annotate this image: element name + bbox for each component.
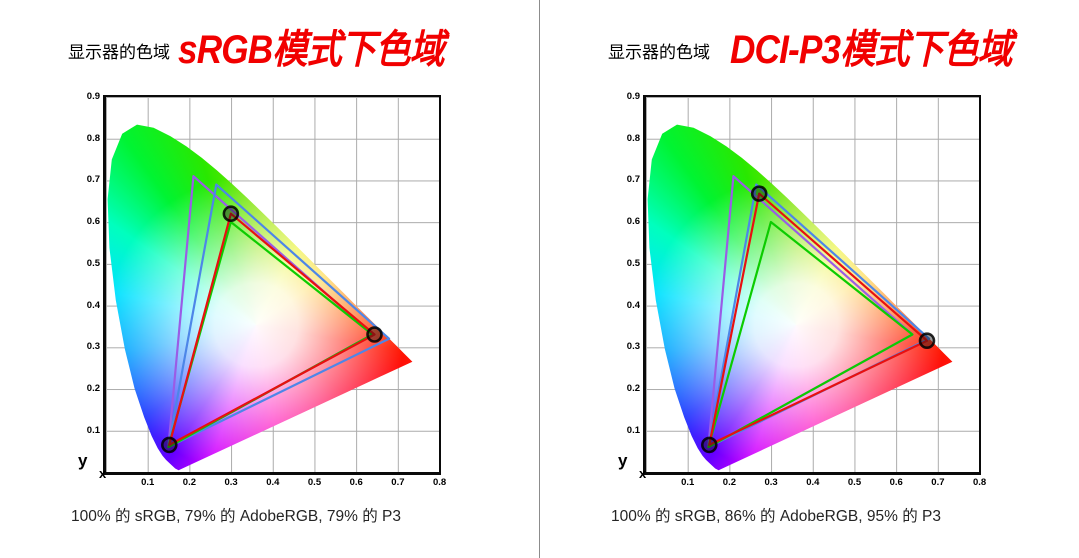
gamut-triangle-dci-p3 bbox=[167, 183, 391, 449]
y-axis-tick: 0.8 bbox=[86, 132, 100, 144]
panel-divider bbox=[539, 0, 540, 558]
panel-dcip3-mode: 显示器的色域 DCI-P3模式下色域 0.1 0.2 0.3 0.4 0.5 0.6 0.7… bbox=[540, 0, 1079, 558]
panel-srgb-mode: 显示器的色域 sRGB模式下色域 0.1 0.2 0.3 0.4 0.5 0.6 0.7 0.… bbox=[0, 0, 539, 558]
x-axis-tick: 0.5 bbox=[847, 477, 862, 489]
primary-marker bbox=[366, 326, 383, 343]
primary-marker bbox=[918, 332, 936, 349]
x-axis-tick: 0.2 bbox=[182, 477, 196, 489]
x-axis-tick: 0.4 bbox=[806, 477, 820, 489]
x-axis-tick: 0.7 bbox=[391, 477, 405, 489]
y-axis-tick: 0.2 bbox=[626, 382, 640, 394]
coverage-caption-srgb: 100% 的 sRGB, 79% 的 AdobeRGB, 79% 的 P3 bbox=[71, 508, 401, 525]
y-axis-tick: 0.9 bbox=[86, 91, 100, 102]
y-axis-label: y bbox=[618, 451, 628, 470]
y-axis-tick: 0.7 bbox=[86, 174, 100, 186]
gamut-triangles-overlay bbox=[161, 175, 391, 454]
x-axis-tick: 0.3 bbox=[224, 477, 238, 489]
gamut-triangles-overlay bbox=[701, 175, 936, 454]
mode-title-srgb: sRGB模式下色域 bbox=[178, 28, 445, 72]
primary-marker bbox=[750, 185, 768, 202]
y-axis-tick: 0.1 bbox=[86, 424, 100, 436]
x-axis-label: x bbox=[99, 466, 107, 481]
x-axis-tick: 0.8 bbox=[432, 477, 447, 489]
x-axis-tick: 0.1 bbox=[141, 477, 155, 489]
y-axis-tick: 0.3 bbox=[626, 341, 640, 353]
primary-marker bbox=[701, 436, 718, 454]
y-axis-tick: 0.7 bbox=[626, 174, 640, 186]
primary-marker bbox=[222, 205, 240, 223]
x-axis-tick: 0.6 bbox=[349, 477, 363, 489]
x-axis-tick: 0.2 bbox=[722, 477, 736, 489]
y-axis-tick: 0.1 bbox=[626, 424, 640, 436]
y-axis-tick: 0.9 bbox=[626, 91, 640, 102]
gamut-triangle-display bbox=[708, 192, 929, 447]
x-axis-label: x bbox=[639, 466, 647, 481]
y-axis-tick: 0.5 bbox=[626, 257, 640, 269]
gamut-triangle-display bbox=[168, 212, 376, 447]
chromaticity-chart-srgb: 0.1 0.2 0.3 0.4 0.5 0.6 0.7 0.8 0.1 0.2 0.3 0.4 0.5 0… bbox=[87, 92, 446, 488]
x-axis-tick: 0.1 bbox=[681, 477, 695, 489]
x-axis-tick: 0.6 bbox=[889, 477, 903, 489]
y-axis-tick: 0.8 bbox=[626, 132, 640, 144]
y-axis-label: y bbox=[78, 451, 88, 470]
y-axis-tick: 0.4 bbox=[86, 299, 100, 311]
panel-label: 显示器的色域 bbox=[608, 43, 710, 62]
gamut-triangle-srgb bbox=[707, 220, 914, 449]
y-axis-tick: 0.6 bbox=[86, 216, 100, 228]
x-axis-tick: 0.5 bbox=[307, 477, 322, 489]
x-axis-tick: 0.3 bbox=[764, 477, 778, 489]
y-axis-tick: 0.2 bbox=[86, 382, 100, 394]
mode-title-dcip3: DCI-P3模式下色域 bbox=[730, 28, 1013, 72]
primary-marker bbox=[161, 436, 178, 454]
gamut-triangle-dci-p3 bbox=[707, 183, 931, 449]
x-axis-tick: 0.8 bbox=[972, 477, 987, 489]
y-axis-tick: 0.5 bbox=[86, 257, 100, 269]
x-axis-tick: 0.7 bbox=[931, 477, 945, 489]
y-axis-tick: 0.4 bbox=[626, 299, 640, 311]
panel-label: 显示器的色域 bbox=[68, 43, 170, 62]
y-axis-tick: 0.3 bbox=[86, 341, 100, 353]
chromaticity-chart-dcip3: 0.1 0.2 0.3 0.4 0.5 0.6 0.7 0.8 0.1 0.2 0.3 0.4 0.5 0… bbox=[627, 92, 986, 488]
coverage-caption-dcip3: 100% 的 sRGB, 86% 的 AdobeRGB, 95% 的 P3 bbox=[611, 508, 941, 525]
x-axis-tick: 0.4 bbox=[266, 477, 280, 489]
y-axis-tick: 0.6 bbox=[626, 216, 640, 228]
